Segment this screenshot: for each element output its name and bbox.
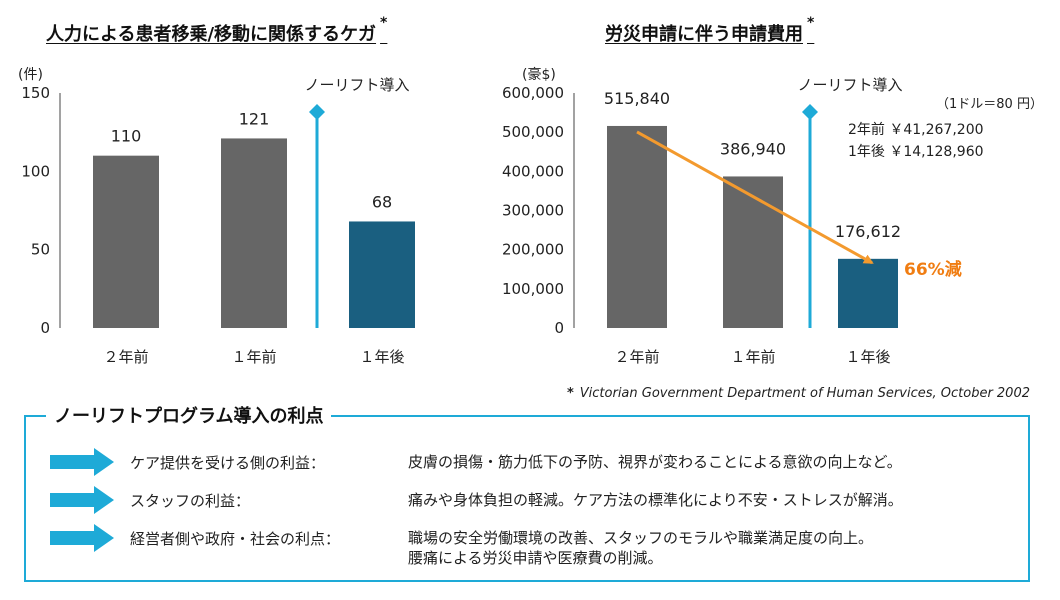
- bar-2: [723, 176, 783, 328]
- bar-1: [93, 155, 159, 328]
- benefit-row-1: ケア提供を受ける側の利益： 皮膚の損傷・筋力低下の予防、視界が変わることによる意欲…: [50, 448, 1010, 476]
- y-tick-label: 0: [554, 319, 564, 337]
- y-tick-label: 400,000: [502, 162, 564, 180]
- y-tick-label: 300,000: [502, 202, 564, 220]
- source-note: * Victorian Government Department of Huma…: [567, 386, 1030, 401]
- chart1-title: 人力による患者移乗/移動に関係するケガ*: [46, 15, 388, 45]
- x-tick-label-3: １年後: [845, 348, 890, 366]
- yen-amount-1: 2年前 ￥41,267,200: [848, 121, 984, 138]
- x-tick-label-1: ２年前: [103, 348, 148, 366]
- intervention-label: ノーリフト導入: [797, 76, 902, 94]
- y-tick-label: 0: [40, 319, 50, 337]
- chart2-title: 労災申請に伴う申請費用*: [605, 15, 815, 45]
- benefit-description-line: 職場の安全労働環境の改善、スタッフのモラルや職業満足度の向上。: [408, 529, 874, 547]
- x-tick-label-3: １年後: [359, 348, 404, 366]
- y-tick-label: 150: [21, 84, 50, 102]
- yen-amount-2: 1年後 ￥14,128,960: [848, 144, 984, 160]
- reduction-label: 66%減: [904, 259, 962, 280]
- benefit-description-line: 痛みや身体負担の軽減。ケア方法の標準化により不安・ストレスが解消。: [408, 491, 903, 509]
- y-tick-label: 500,000: [502, 123, 564, 141]
- chart2-title-star: *: [807, 15, 815, 31]
- benefit-description: 職場の安全労働環境の改善、スタッフのモラルや職業満足度の向上。 腰痛による労災申請…: [408, 528, 873, 568]
- y-tick-label: 600,000: [502, 84, 564, 102]
- trend-arrow: [636, 130, 874, 265]
- arrow-right-icon: [50, 524, 114, 552]
- data-label-1: 110: [111, 127, 142, 146]
- x-tick-label-1: ２年前: [614, 348, 659, 366]
- injury-bar-chart: (件) 0 50 100 150 110 ２年前 121 １年前 68 １年後 ノーリフト導入: [18, 67, 415, 366]
- benefits-box: [24, 415, 1030, 582]
- x-tick-label-2: １年前: [730, 348, 775, 366]
- bar-1: [607, 125, 667, 328]
- y-tick-label: 50: [31, 241, 50, 259]
- benefit-label: スタッフの利益：: [130, 492, 251, 510]
- bar-2: [221, 138, 287, 328]
- benefit-row-3: 経営者側や政府・社会の利点： 職場の安全労働環境の改善、スタッフのモラルや職業満足…: [50, 524, 1010, 567]
- y-tick-label: 100: [21, 162, 50, 180]
- data-label-1: 515,840: [604, 89, 670, 108]
- y-tick-label: 200,000: [502, 241, 564, 259]
- intervention-marker-diamond: [309, 104, 325, 120]
- arrow-right-icon: [50, 486, 114, 514]
- benefit-label: ケア提供を受ける側の利益：: [130, 454, 326, 472]
- benefit-description: 皮膚の損傷・筋力低下の予防、視界が変わることによる意欲の向上など。: [408, 452, 902, 472]
- benefit-description-line: 腰痛による労災申請や医療費の削減。: [408, 549, 663, 567]
- bar-3: [838, 258, 898, 328]
- chart1-title-star: *: [380, 15, 388, 31]
- benefit-description: 痛みや身体負担の軽減。ケア方法の標準化により不安・ストレスが解消。: [408, 490, 903, 510]
- claim-cost-bar-chart: (豪$) 0 100,000 200,000 300,000 400,000 500,000…: [502, 67, 1043, 366]
- intervention-marker-diamond: [802, 104, 818, 120]
- y-axis-unit-label: (豪$): [522, 67, 556, 83]
- source-star: *: [566, 386, 574, 401]
- x-tick-label-2: １年前: [231, 348, 276, 366]
- data-label-3: 68: [372, 192, 392, 211]
- data-label-3: 176,612: [835, 222, 901, 241]
- bar-3: [349, 221, 415, 328]
- y-tick-label: 100,000: [502, 280, 564, 298]
- data-label-2: 386,940: [720, 139, 786, 158]
- benefit-row-2: スタッフの利益： 痛みや身体負担の軽減。ケア方法の標準化により不安・ストレスが解消…: [50, 486, 1010, 514]
- intervention-label: ノーリフト導入: [304, 76, 409, 94]
- exchange-rate-note: （1ドル＝80 円）: [936, 97, 1043, 112]
- benefit-label: 経営者側や政府・社会の利点：: [130, 530, 341, 548]
- benefit-description-line: 皮膚の損傷・筋力低下の予防、視界が変わることによる意欲の向上など。: [408, 453, 902, 471]
- y-axis-unit-label: (件): [18, 67, 43, 83]
- benefits-title: ノーリフトプログラム導入の利点: [46, 402, 332, 428]
- source-text: Victorian Government Department of Human…: [579, 386, 1030, 401]
- arrow-right-icon: [50, 448, 114, 476]
- data-label-2: 121: [239, 109, 270, 128]
